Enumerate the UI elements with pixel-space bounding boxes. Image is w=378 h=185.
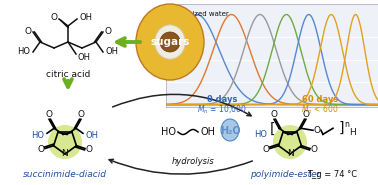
Text: O: O	[271, 110, 277, 119]
Text: O: O	[104, 28, 112, 36]
Text: N: N	[62, 149, 68, 159]
Text: OH: OH	[77, 53, 90, 61]
Text: 60 days: 60 days	[302, 95, 338, 105]
Text: $M_n$ = 10,600: $M_n$ = 10,600	[197, 104, 247, 116]
Text: polyimide-ester: polyimide-ester	[250, 170, 320, 179]
Text: citric acid: citric acid	[46, 70, 90, 79]
Text: O: O	[311, 145, 318, 154]
Text: T_g = 74 °C: T_g = 74 °C	[307, 170, 357, 179]
Text: $M_n$ < 600: $M_n$ < 600	[301, 104, 339, 116]
Text: O: O	[313, 126, 321, 135]
Text: N: N	[287, 149, 293, 159]
Text: hydrolysis: hydrolysis	[172, 157, 214, 166]
Text: OH: OH	[105, 48, 118, 56]
Text: HO: HO	[31, 131, 45, 140]
Text: O: O	[77, 110, 84, 119]
Text: O: O	[262, 145, 269, 154]
Ellipse shape	[155, 25, 185, 59]
Text: HO: HO	[254, 130, 268, 139]
Text: OH: OH	[200, 127, 215, 137]
Text: deionized water: deionized water	[173, 11, 228, 17]
Text: O: O	[37, 145, 44, 154]
Text: O: O	[302, 110, 310, 119]
Text: ]: ]	[338, 121, 344, 135]
Circle shape	[160, 32, 180, 52]
Text: H₂O: H₂O	[220, 126, 240, 136]
Text: H: H	[350, 128, 356, 137]
Ellipse shape	[221, 119, 239, 141]
Text: n: n	[344, 120, 349, 129]
Text: 0 days: 0 days	[207, 95, 237, 105]
Text: HO: HO	[161, 127, 175, 137]
Circle shape	[273, 125, 307, 159]
Text: O: O	[46, 110, 53, 119]
Text: succinimide-diacid: succinimide-diacid	[23, 170, 107, 179]
Text: HO: HO	[17, 48, 31, 56]
Text: sugars: sugars	[150, 37, 190, 47]
Text: OH: OH	[79, 14, 93, 23]
Text: O: O	[51, 14, 57, 23]
Text: OH: OH	[85, 131, 98, 140]
Ellipse shape	[136, 4, 204, 80]
Text: O: O	[86, 145, 93, 154]
Text: O: O	[25, 28, 31, 36]
Circle shape	[48, 125, 82, 159]
Text: [: [	[269, 122, 275, 136]
